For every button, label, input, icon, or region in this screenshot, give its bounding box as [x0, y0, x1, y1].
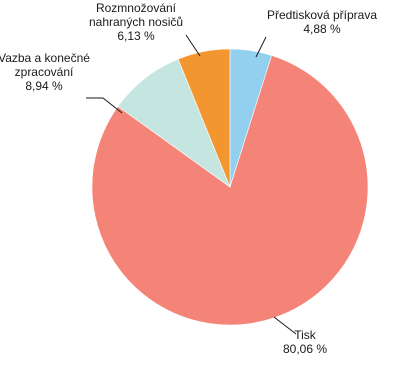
slice-name-label: zpracování	[15, 65, 74, 79]
slice-name-label: Předtisková příprava	[267, 8, 377, 22]
slice-name-label: Tisk	[294, 328, 317, 342]
pie-slices	[91, 48, 369, 326]
slice-label-predtiskova-priprava: Předtisková příprava 4,88 %	[267, 8, 377, 36]
slice-label-tisk: Tisk 80,06 %	[283, 328, 327, 356]
pie-slice-tisk	[91, 55, 369, 326]
leader-line-tisk	[273, 316, 297, 335]
slice-value-label: 80,06 %	[283, 342, 327, 356]
slice-name-label: nahraných nosičů	[89, 15, 183, 29]
leader-line-rozmnozovani-nahranych-nosicu	[185, 34, 201, 57]
slice-labels: Předtisková příprava 4,88 % Tisk 80,06 % Vaz…	[0, 1, 377, 356]
slice-name-label: Vazba a konečné	[0, 51, 90, 65]
leader-line-vazba-a-konecne-zpracovani	[86, 97, 123, 114]
slice-value-label: 8,94 %	[25, 79, 63, 93]
slice-value-label: 6,13 %	[117, 29, 155, 43]
slice-name-label: Rozmnožování	[96, 1, 177, 15]
leader-lines	[86, 34, 297, 335]
leader-line-predtiskova-priprava	[255, 36, 267, 58]
slice-label-rozmnozovani-nahranych-nosicu: Rozmnožování nahraných nosičů 6,13 %	[89, 1, 183, 43]
slice-label-vazba-a-konecne-zpracovani: Vazba a konečné zpracování 8,94 %	[0, 51, 90, 93]
pie-slice-rozmnozovani-nahranych-nosicu	[177, 48, 231, 188]
slice-value-label: 4,88 %	[303, 22, 341, 36]
